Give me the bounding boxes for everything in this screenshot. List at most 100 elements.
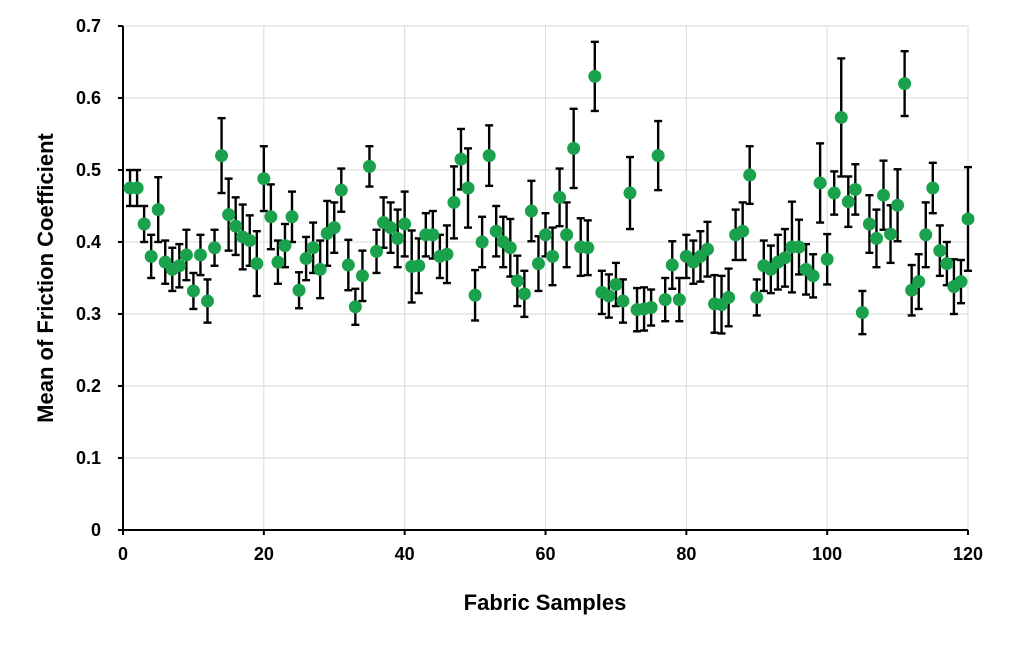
axes [118,25,969,535]
data-point [524,204,538,218]
error-bars [126,40,972,336]
data-point [250,257,264,271]
data-point [743,168,757,182]
data-point [517,287,531,301]
data-point [862,217,876,231]
data-point [672,293,686,307]
data-point [700,242,714,256]
x-tick-label: 60 [535,544,555,564]
y-tick-label: 0.7 [76,16,101,36]
data-point [581,241,595,255]
data-point [553,190,567,204]
x-tick-label: 100 [812,544,842,564]
data-point [313,262,327,276]
data-point [848,182,862,196]
data-point [243,234,257,248]
data-point [778,251,792,265]
data-point [257,172,271,186]
data-point [898,77,912,91]
data-point [179,248,193,262]
data-point [186,284,200,298]
data-point [933,244,947,258]
data-point [412,259,426,273]
data-point [447,195,461,209]
data-point [151,203,165,217]
y-tick-label: 0.6 [76,88,101,108]
data-point [919,228,933,242]
data-point [475,235,489,249]
data-point [292,283,306,297]
data-point [468,288,482,302]
x-tick-label: 80 [676,544,696,564]
y-tick-label: 0.1 [76,448,101,468]
data-point [905,283,919,297]
data-point [877,188,890,202]
data-point [926,181,940,195]
data-point [820,252,834,266]
y-tick-label: 0.2 [76,376,101,396]
data-point [327,221,341,235]
data-point [869,231,883,245]
data-point [144,249,158,263]
x-tick-label: 20 [254,544,274,564]
x-tick-label: 40 [395,544,415,564]
data-point [215,149,229,163]
data-point [813,176,827,190]
data-point [334,183,348,197]
data-point [954,275,968,289]
data-point [736,224,750,238]
data-point [623,186,637,200]
data-point [454,152,468,166]
data-point [348,300,362,314]
data-point [503,241,517,255]
data-point [355,269,369,283]
data-point [834,110,848,124]
data-point [384,221,398,235]
data-point [271,255,285,269]
data-point [588,69,602,83]
data-point [891,198,905,212]
data-point [398,217,412,231]
data-point [201,294,214,308]
data-point [229,219,243,233]
tick-labels: 0 20 40 60 80 100 120 0 0.1 0.2 0.3 0.4 0.5 0.6 0.7 [76,16,983,564]
gridlines [123,25,969,530]
data-point [222,208,236,222]
data-point [827,186,841,200]
data-point [489,224,503,238]
x-tick-label: 0 [118,544,128,564]
data-point [560,228,574,242]
y-tick-label: 0 [91,520,101,540]
x-axis-title: Fabric Samples [464,590,627,615]
data-point [855,306,869,320]
data-point [750,290,764,304]
data-point [264,210,278,224]
y-tick-label: 0.3 [76,304,101,324]
data-point [510,274,524,288]
data-point [299,252,313,266]
data-point [130,181,144,195]
data-point [961,212,975,226]
data-point [806,269,820,283]
data-point [884,227,898,241]
data-point [426,228,440,242]
y-tick-label: 0.4 [76,232,101,252]
data-point [285,210,299,224]
data-point [172,259,186,273]
data-point [306,241,320,255]
data-point [531,257,545,271]
x-tick-label: 120 [953,544,983,564]
data-point [370,244,383,258]
data-point [792,240,806,254]
data-point [137,217,151,231]
data-point [567,141,581,155]
data-point [658,293,672,307]
data-point [208,241,222,255]
data-point [722,290,736,304]
data-point [461,181,475,195]
data-point [665,258,679,272]
data-point [341,258,355,272]
data-point [602,289,616,303]
data-point [482,149,496,163]
